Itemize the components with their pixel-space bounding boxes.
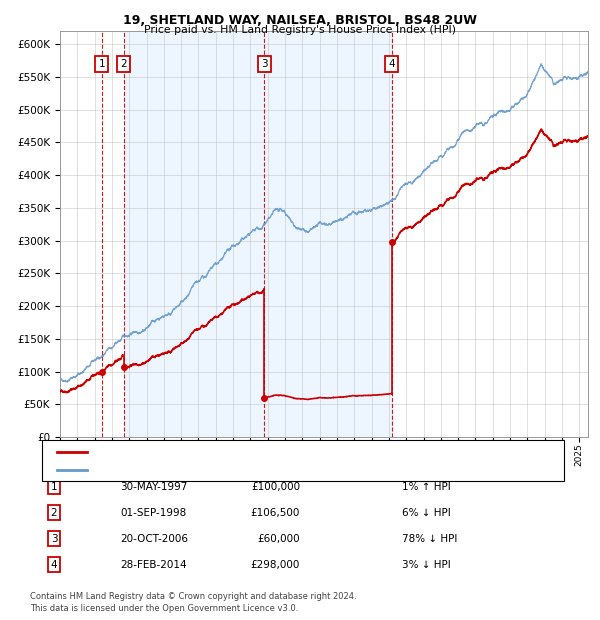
Text: 19, SHETLAND WAY, NAILSEA, BRISTOL, BS48 2UW (detached house): 19, SHETLAND WAY, NAILSEA, BRISTOL, BS48… bbox=[93, 447, 430, 458]
Text: 78% ↓ HPI: 78% ↓ HPI bbox=[402, 534, 457, 544]
Text: £100,000: £100,000 bbox=[251, 482, 300, 492]
Text: This data is licensed under the Open Government Licence v3.0.: This data is licensed under the Open Gov… bbox=[30, 603, 298, 613]
Text: 4: 4 bbox=[50, 560, 58, 570]
Text: £60,000: £60,000 bbox=[257, 534, 300, 544]
Text: 6% ↓ HPI: 6% ↓ HPI bbox=[402, 508, 451, 518]
Text: Price paid vs. HM Land Registry's House Price Index (HPI): Price paid vs. HM Land Registry's House … bbox=[144, 25, 456, 35]
Text: 20-OCT-2006: 20-OCT-2006 bbox=[120, 534, 188, 544]
Text: 19, SHETLAND WAY, NAILSEA, BRISTOL, BS48 2UW: 19, SHETLAND WAY, NAILSEA, BRISTOL, BS48… bbox=[123, 14, 477, 27]
Text: 1: 1 bbox=[50, 482, 58, 492]
Text: 3: 3 bbox=[50, 534, 58, 544]
Text: 3: 3 bbox=[261, 59, 268, 69]
Text: 01-SEP-1998: 01-SEP-1998 bbox=[120, 508, 186, 518]
Text: 1% ↑ HPI: 1% ↑ HPI bbox=[402, 482, 451, 492]
Text: 30-MAY-1997: 30-MAY-1997 bbox=[120, 482, 187, 492]
Text: Contains HM Land Registry data © Crown copyright and database right 2024.: Contains HM Land Registry data © Crown c… bbox=[30, 592, 356, 601]
Text: £298,000: £298,000 bbox=[251, 560, 300, 570]
Text: 4: 4 bbox=[388, 59, 395, 69]
Bar bbox=[124, 31, 392, 437]
Text: 1: 1 bbox=[98, 59, 105, 69]
Text: 2: 2 bbox=[50, 508, 58, 518]
Text: 3% ↓ HPI: 3% ↓ HPI bbox=[402, 560, 451, 570]
Text: 2: 2 bbox=[120, 59, 127, 69]
Text: HPI: Average price, detached house, North Somerset: HPI: Average price, detached house, Nort… bbox=[93, 466, 351, 476]
Text: 28-FEB-2014: 28-FEB-2014 bbox=[120, 560, 187, 570]
Text: £106,500: £106,500 bbox=[251, 508, 300, 518]
